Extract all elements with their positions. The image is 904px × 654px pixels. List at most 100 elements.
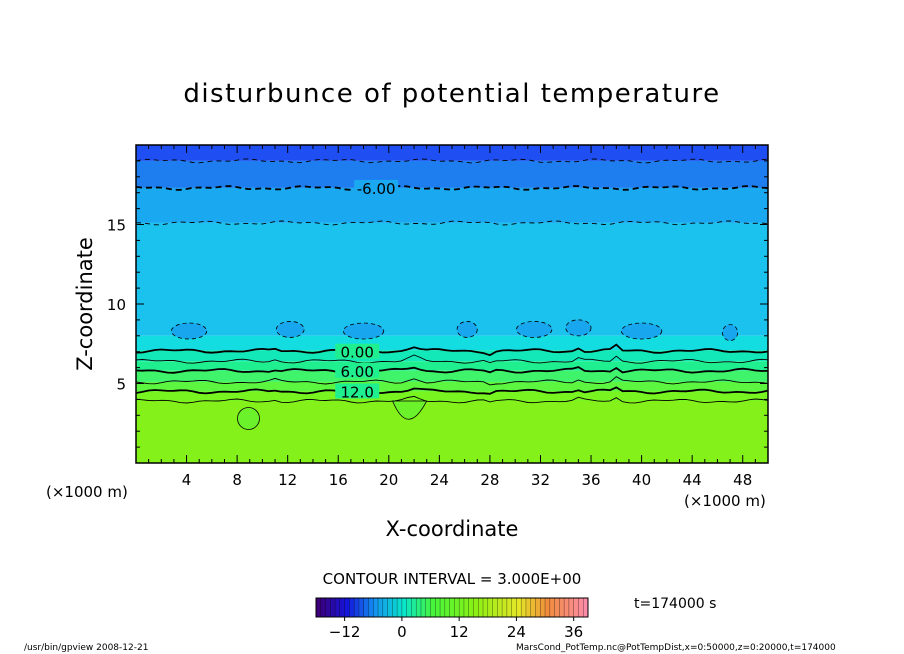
colorbar-cell-49 <box>549 598 555 617</box>
x-axis-label: X-coordinate <box>386 517 519 541</box>
colorbar-cell-12 <box>373 598 379 617</box>
colorbar-cell-4 <box>335 598 341 617</box>
contour-line-7 <box>136 386 768 395</box>
x-axis-ticks: 4 8 12 16 20 24 28 32 36 40 44 48 <box>135 145 769 489</box>
patch-5 <box>565 319 592 337</box>
colorbar-cell-56 <box>583 598 589 617</box>
footer-left: /usr/bin/gpview 2008-12-21 <box>24 643 148 653</box>
colorbar-cell-28 <box>449 598 455 617</box>
colorbar-cell-50 <box>554 598 560 617</box>
colorbar-cell-3 <box>330 598 336 617</box>
contour-line-8 <box>136 395 768 404</box>
y-axis-label: Z-coordinate <box>73 237 97 371</box>
colorbar-cell-22 <box>420 598 427 617</box>
contour-label-3: 12.0 <box>340 383 373 401</box>
colorbar-cell-45 <box>530 598 536 617</box>
band-9 <box>136 391 768 401</box>
contour-label-0: -6.00 <box>357 180 396 198</box>
x-tick-label-16: 16 <box>329 471 348 489</box>
cold-pool-0 <box>237 407 260 430</box>
colorbar-tick-label-0: −12 <box>329 623 361 641</box>
x-tick-label-36: 36 <box>581 471 600 489</box>
contour-label-bg-2 <box>335 362 380 378</box>
colorbar-cell-55 <box>578 598 584 617</box>
contour-label-2: 6.00 <box>340 363 373 381</box>
colorbar-cell-35 <box>483 598 489 617</box>
patch-4 <box>516 321 553 338</box>
x-tick-label-24: 24 <box>430 471 449 489</box>
contour-line-6 <box>136 376 768 386</box>
contour-lines <box>136 158 768 404</box>
y-tick-label-5: 5 <box>116 376 126 394</box>
colorbar-cell-25 <box>435 598 441 617</box>
colorbar-cell-37 <box>492 598 498 617</box>
colorbar-cell-46 <box>535 598 541 617</box>
patch-6 <box>620 322 663 340</box>
contour-label-bg-3 <box>335 383 380 399</box>
contour-label-1: 0.00 <box>340 344 373 362</box>
colorbar-cell-31 <box>463 598 470 617</box>
time-label: t=174000 s <box>634 596 716 612</box>
colorbar-cell-39 <box>502 598 508 617</box>
band-3 <box>136 222 768 336</box>
colorbar-cell-43 <box>521 598 527 617</box>
y-tick-label-15: 15 <box>107 217 126 235</box>
colorbar-cell-40 <box>506 598 512 617</box>
x-tick-label-48: 48 <box>733 471 752 489</box>
x-tick-label-32: 32 <box>531 471 550 489</box>
contour-line-0 <box>136 158 768 164</box>
contour-line-4 <box>136 354 768 364</box>
colorbar-cell-6 <box>344 598 350 617</box>
contour-line-5 <box>136 366 768 374</box>
colorbar-cell-30 <box>459 598 465 617</box>
band-2 <box>136 187 768 223</box>
colorbar-cell-29 <box>454 598 460 617</box>
colorbar-cell-53 <box>568 598 574 617</box>
contour-label-bg-1 <box>335 343 380 359</box>
colorbar-cell-26 <box>440 598 446 617</box>
colorbar-cell-34 <box>478 598 484 617</box>
colorbar-cell-20 <box>411 598 417 617</box>
colorbar-tick-label-3: 24 <box>507 623 526 641</box>
colorbar-cell-16 <box>392 598 398 617</box>
contour-label-bg-0 <box>354 179 399 195</box>
band-8 <box>136 381 768 392</box>
contour-line-1 <box>136 184 768 191</box>
colorbar-cell-8 <box>354 598 360 617</box>
colorbar-cell-18 <box>401 598 407 617</box>
colorbar-cell-14 <box>382 598 388 617</box>
colorbar-cell-5 <box>339 598 345 617</box>
colorbar-cell-19 <box>406 598 412 617</box>
contour-line-3 <box>136 343 768 357</box>
patch-1 <box>275 321 305 338</box>
band-5 <box>136 350 768 362</box>
colorbar-frame <box>315 597 589 618</box>
colorbar-cell-36 <box>487 598 493 617</box>
colorbar-cell-1 <box>320 598 326 617</box>
colorbar-cell-42 <box>516 598 522 617</box>
colorbar-cell-48 <box>545 598 551 617</box>
colorbar-cell-51 <box>559 598 565 617</box>
contour-blobs <box>170 319 739 430</box>
band-6 <box>136 361 768 371</box>
colorbar-cell-33 <box>473 598 479 617</box>
colorbar-cell-24 <box>430 598 436 617</box>
contour-labels: -6.00 0.006.00 12.0 <box>335 179 399 401</box>
colorbar-tick-label-1: 0 <box>397 623 407 641</box>
band-10 <box>136 400 768 463</box>
colorbar-cell-13 <box>378 598 384 617</box>
patch-3 <box>456 321 478 338</box>
colorbar-cell-15 <box>387 598 393 617</box>
colorbar-cell-32 <box>468 598 474 617</box>
colorbar-cell-23 <box>425 598 431 617</box>
colorbar-cell-27 <box>444 598 450 617</box>
colorbar-cell-52 <box>564 598 570 617</box>
x-tick-label-20: 20 <box>379 471 398 489</box>
colorbar-ticks: −12 0 12 24 36 <box>329 617 583 641</box>
colorbar-cell-11 <box>368 598 374 617</box>
colorbar-tick-label-4: 36 <box>564 623 583 641</box>
x-tick-label-12: 12 <box>278 471 297 489</box>
colorbar-cell-41 <box>511 598 517 617</box>
x-tick-label-4: 4 <box>182 471 192 489</box>
